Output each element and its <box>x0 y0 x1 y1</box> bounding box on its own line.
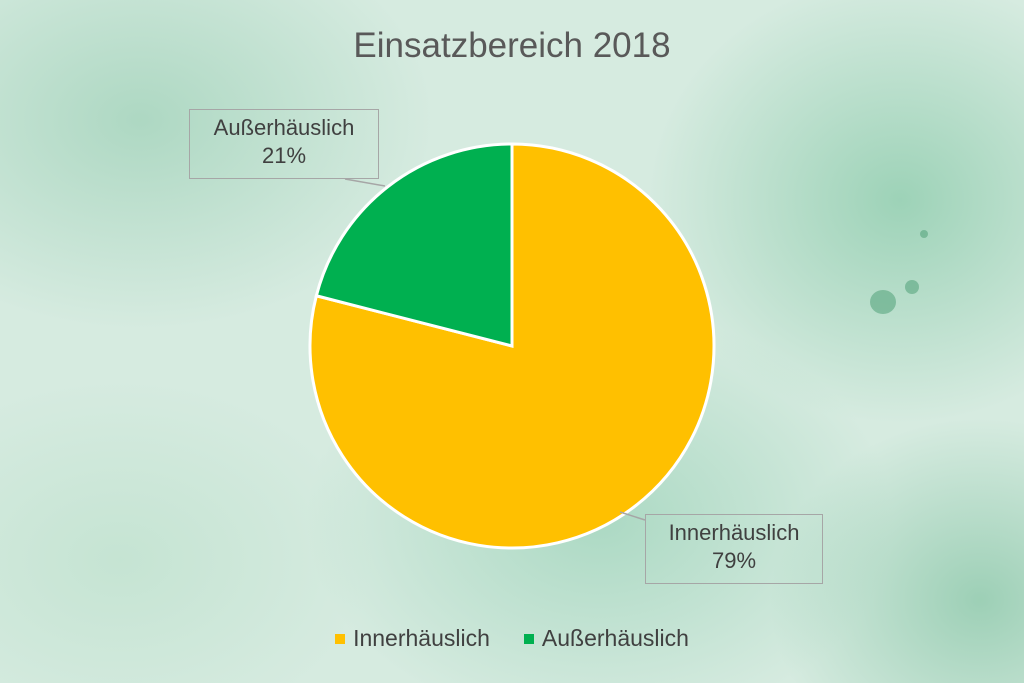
legend-label-inner: Innerhäuslich <box>353 625 490 651</box>
paint-spot <box>905 280 919 294</box>
legend-item-inner: Innerhäuslich <box>335 625 490 652</box>
paint-spot <box>920 230 928 238</box>
data-label-aussen: Außerhäuslich 21% <box>189 109 379 179</box>
legend-label-aussen: Außerhäuslich <box>541 625 689 651</box>
legend-swatch-inner <box>335 633 346 644</box>
data-label-inner-category: Innerhäuslich <box>668 520 800 545</box>
legend: Innerhäuslich Außerhäuslich <box>0 625 1024 652</box>
legend-item-aussen: Außerhäuslich <box>523 625 689 652</box>
legend-swatch-aussen <box>523 633 534 644</box>
pie-slice-aussen <box>314 142 514 348</box>
leader-line-aussen <box>344 178 386 187</box>
data-label-inner-value: 79% <box>711 548 757 573</box>
chart-title: Einsatzbereich 2018 <box>353 26 671 65</box>
data-label-inner: Innerhäuslich 79% <box>645 514 823 584</box>
data-label-aussen-category: Außerhäuslich <box>213 115 355 140</box>
paint-spot <box>870 290 896 314</box>
data-label-aussen-value: 21% <box>261 143 307 168</box>
leader-line-inner <box>619 511 646 521</box>
